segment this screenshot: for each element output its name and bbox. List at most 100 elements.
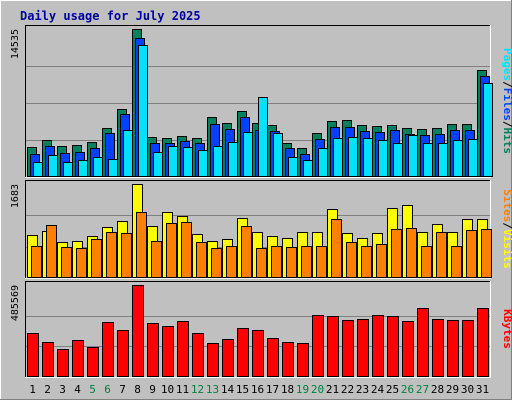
day-label-8: 8 [134, 383, 141, 396]
bar-sites-day-23 [361, 246, 372, 278]
legend-visits-sites: Sites/Visits [501, 189, 512, 269]
bar-sites-day-28 [436, 232, 447, 278]
bar-pages-day-25 [393, 143, 403, 177]
day-label-18: 18 [281, 383, 294, 396]
day-label-25: 25 [386, 383, 399, 396]
bar-sites-day-2 [46, 225, 57, 278]
bar-kbytes-day-22 [342, 320, 354, 377]
bar-pages-day-10 [168, 146, 178, 177]
bar-kbytes-day-11 [177, 321, 189, 377]
bar-pages-day-13 [213, 146, 223, 177]
bar-pages-day-17 [273, 133, 283, 177]
bar-pages-day-20 [318, 148, 328, 177]
day-label-31: 31 [476, 383, 489, 396]
bar-sites-day-9 [151, 241, 162, 278]
bar-pages-day-16 [258, 97, 268, 177]
ymax-label-visits-sites: 1683 [10, 184, 21, 208]
legend-separator: / [501, 81, 512, 88]
bar-pages-day-24 [378, 140, 388, 177]
bar-sites-day-25 [391, 229, 402, 278]
bar-sites-day-31 [481, 229, 492, 278]
bar-pages-day-1 [33, 162, 43, 177]
bar-pages-day-11 [183, 147, 193, 177]
bar-kbytes-day-1 [27, 333, 39, 377]
bar-kbytes-day-14 [222, 339, 234, 377]
bar-kbytes-day-5 [87, 347, 99, 377]
bar-kbytes-day-3 [57, 349, 69, 377]
bar-kbytes-day-28 [432, 319, 444, 377]
bar-pages-day-30 [468, 139, 478, 177]
panel-kbytes: 485569 KBytes [10, 281, 512, 378]
bar-kbytes-day-21 [327, 316, 339, 377]
bar-kbytes-day-27 [417, 308, 429, 377]
bar-pages-day-6 [108, 159, 118, 177]
day-label-11: 11 [176, 383, 189, 396]
legend-kbytes: KBytes [501, 309, 512, 349]
bar-sites-day-29 [451, 246, 462, 278]
legend-entry-pages: Pages [501, 48, 512, 81]
day-label-15: 15 [236, 383, 249, 396]
legend-separator: / [501, 222, 512, 229]
bar-sites-day-1 [31, 246, 42, 278]
bar-sites-day-5 [91, 239, 102, 278]
bar-kbytes-day-16 [252, 330, 264, 377]
bar-pages-day-4 [78, 160, 88, 177]
bar-pages-day-3 [63, 162, 73, 177]
bar-pages-day-23 [363, 138, 373, 177]
bar-sites-day-13 [211, 248, 222, 278]
bar-pages-day-9 [153, 152, 163, 177]
bar-pages-day-27 [423, 143, 433, 177]
bar-pages-day-29 [453, 140, 463, 177]
bar-pages-day-5 [93, 157, 103, 177]
day-label-7: 7 [119, 383, 126, 396]
bar-kbytes-day-2 [42, 342, 54, 377]
legend-separator: / [501, 121, 512, 128]
bar-kbytes-day-31 [477, 308, 489, 377]
bar-pages-day-22 [348, 137, 358, 177]
bar-kbytes-day-15 [237, 328, 249, 377]
legend-entry-hits: Hits [501, 128, 512, 155]
day-label-4: 4 [74, 383, 81, 396]
bar-sites-day-3 [61, 247, 72, 278]
bar-kbytes-day-26 [402, 321, 414, 377]
bar-pages-day-19 [303, 160, 313, 177]
bar-pages-day-18 [288, 157, 298, 177]
day-label-21: 21 [326, 383, 339, 396]
bar-sites-day-21 [331, 219, 342, 278]
bar-sites-day-30 [466, 230, 477, 278]
day-label-22: 22 [341, 383, 354, 396]
day-label-6: 6 [104, 383, 111, 396]
day-label-1: 1 [29, 383, 36, 396]
day-label-20: 20 [311, 383, 324, 396]
bar-sites-day-26 [406, 228, 417, 278]
bar-pages-day-2 [48, 155, 58, 177]
bar-pages-day-26 [408, 135, 418, 177]
bar-kbytes-day-7 [117, 330, 129, 377]
bar-sites-day-12 [196, 242, 207, 278]
bar-kbytes-day-29 [447, 320, 459, 377]
legend-entry-sites: Sites [501, 189, 512, 222]
bar-kbytes-day-19 [297, 343, 309, 377]
ymax-label-kbytes: 485569 [10, 285, 21, 321]
day-label-17: 17 [266, 383, 279, 396]
bar-kbytes-day-6 [102, 322, 114, 377]
bar-sites-day-22 [346, 242, 357, 278]
bar-sites-day-10 [166, 223, 177, 278]
chart-title: Daily usage for July 2025 [20, 9, 201, 23]
day-label-29: 29 [446, 383, 459, 396]
legend-entry-files: Files [501, 88, 512, 121]
bar-sites-day-16 [256, 248, 267, 278]
bar-kbytes-day-23 [357, 319, 369, 377]
day-label-28: 28 [431, 383, 444, 396]
bar-kbytes-day-18 [282, 342, 294, 377]
bar-pages-day-21 [333, 138, 343, 177]
legend-entry-kbytes: KBytes [501, 309, 512, 349]
day-label-27: 27 [416, 383, 429, 396]
day-label-19: 19 [296, 383, 309, 396]
bar-pages-day-14 [228, 142, 238, 177]
bar-sites-day-6 [106, 232, 117, 278]
